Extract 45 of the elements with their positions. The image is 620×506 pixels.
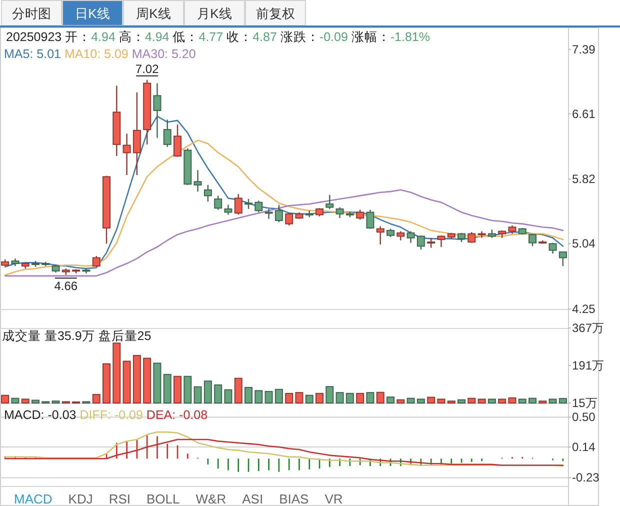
text: 周K线	[136, 6, 171, 21]
y-tick-label: 191万	[572, 358, 604, 372]
text: 分时图	[12, 6, 51, 21]
y-tick-label: 4.25	[572, 302, 596, 316]
annotation: 4.94	[91, 30, 116, 44]
y-tick-label: -0.23	[572, 470, 600, 485]
annotation: -0.09	[319, 30, 348, 44]
text: BIAS	[279, 492, 310, 506]
chart-title: 成交量 量35.9万 盘后量25	[2, 328, 152, 343]
y-tick-label: 7.39	[572, 42, 596, 56]
series-label: DEA: -0.08	[142, 408, 208, 422]
annotation: -1.81%	[390, 30, 430, 44]
text: BOLL	[146, 492, 180, 506]
y-tick-label: 15万	[572, 396, 598, 410]
text: RSI	[108, 492, 131, 506]
annotation: 收：	[223, 30, 253, 44]
annotation: 20250923 开：	[6, 30, 92, 44]
text: 月K线	[197, 6, 232, 21]
series-label: DIFF: -0.09	[76, 408, 143, 422]
annotation: 4.94	[144, 30, 170, 44]
text: KDJ	[68, 492, 93, 506]
annotation: 4.66	[54, 279, 78, 294]
y-tick-label: 367万	[572, 321, 604, 335]
annotation: 4.87	[252, 30, 277, 44]
annotation: 涨跌：	[276, 30, 320, 44]
annotation: 低：	[169, 30, 199, 44]
text: ASI	[242, 492, 264, 506]
text: 日K线	[75, 6, 110, 21]
text: VR	[324, 492, 343, 506]
y-tick-label: 5.82	[572, 172, 596, 186]
y-tick-label: 5.04	[572, 236, 596, 251]
y-tick-label: 0.14	[572, 440, 596, 454]
y-tick-label: 6.61	[572, 106, 596, 121]
text: MA10: 5.09	[60, 47, 128, 61]
text: MA30: 5.20	[128, 47, 196, 61]
annotation: 4.77	[198, 30, 224, 44]
text: W&R	[196, 492, 226, 506]
annotation: 7.02	[135, 62, 160, 76]
annotation: 高：	[115, 29, 145, 44]
text: 前复权	[256, 6, 295, 21]
text: MACD	[14, 492, 52, 506]
text: MACD: -0.03	[4, 408, 76, 422]
y-tick-label: 0.50	[572, 410, 596, 424]
annotation: 涨幅：	[348, 30, 390, 44]
text: MA5: 5.01	[4, 47, 62, 61]
